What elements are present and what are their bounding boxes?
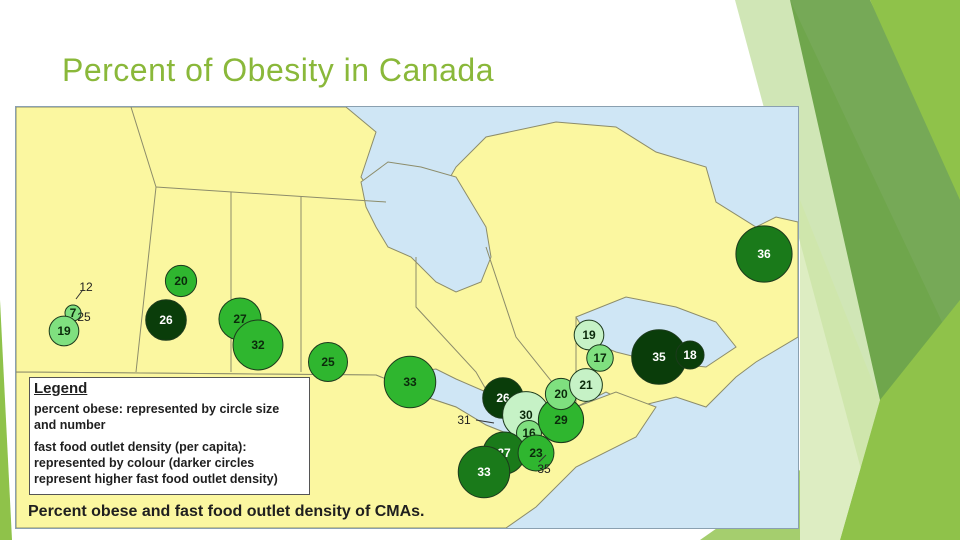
cma-label: 31	[457, 413, 471, 427]
deco-facet-3	[870, 0, 960, 200]
cma-value-label: 36	[757, 247, 771, 261]
deco-facet-left	[0, 300, 12, 540]
cma-label: 25	[77, 310, 91, 324]
cma-circle	[383, 355, 437, 409]
cma-value-label: 19	[582, 328, 596, 342]
legend-size-text-1: percent obese: represented by circle siz…	[34, 402, 280, 416]
cma-label: 12	[79, 280, 93, 294]
cma-value-label: 33	[403, 375, 417, 389]
cma-circle	[569, 368, 603, 402]
cma-value-label: 20	[554, 387, 568, 401]
province-borders	[130, 107, 577, 408]
deco-facet-4	[840, 300, 960, 540]
cma-value-label: 19	[57, 324, 71, 338]
legend-colour-text-2: represented by colour (darker circles	[34, 456, 255, 470]
slide-title: Percent of Obesity in Canada	[62, 52, 495, 88]
cma-circle	[457, 445, 511, 499]
cma-value-label: 20	[174, 274, 188, 288]
deco-facet-5	[800, 200, 880, 540]
cma-value-label: 7	[70, 306, 77, 320]
leader-lines	[75, 290, 547, 463]
cma-circle	[735, 225, 793, 283]
cma-circle	[308, 342, 348, 382]
legend-colour-text-3: represent higher fast food outlet densit…	[34, 472, 278, 486]
cma-value-label: 26	[159, 313, 173, 327]
hudson-bay	[360, 161, 492, 293]
cma-value-label: 29	[554, 413, 568, 427]
cma-circle	[145, 299, 187, 341]
cma-circle	[48, 315, 80, 347]
cma-value-label: 32	[251, 338, 265, 352]
cma-circle	[586, 344, 614, 372]
legend-size-text-2: and number	[34, 418, 106, 432]
cma-value-label: 21	[579, 378, 593, 392]
cma-value-label: 18	[683, 348, 697, 362]
cma-value-label: 30	[519, 408, 533, 422]
cma-value-label: 35	[652, 350, 666, 364]
legend: Legend percent obese: represented by cir…	[29, 377, 310, 495]
legend-colour-text-1: fast food outlet density (per capita):	[34, 440, 247, 454]
map-caption: Percent obese and fast food outlet densi…	[28, 503, 425, 520]
cma-circle	[517, 434, 555, 472]
cma-value-label: 17	[593, 351, 607, 365]
cma-circle	[232, 319, 284, 371]
cma-value-label: 23	[529, 446, 543, 460]
legend-title: Legend	[34, 380, 88, 397]
cma-circle	[164, 264, 198, 298]
map-image: 12 7 19 25 20 26 27 32 25 33 26 31 30 16 27 23 33 35 29 20 2…	[15, 106, 799, 529]
cma-value-label: 33	[477, 465, 491, 479]
cma-label: 35	[537, 462, 551, 476]
cma-value-label: 25	[321, 355, 335, 369]
cma-circle	[675, 340, 705, 370]
cma-value-label: 27	[233, 312, 247, 326]
